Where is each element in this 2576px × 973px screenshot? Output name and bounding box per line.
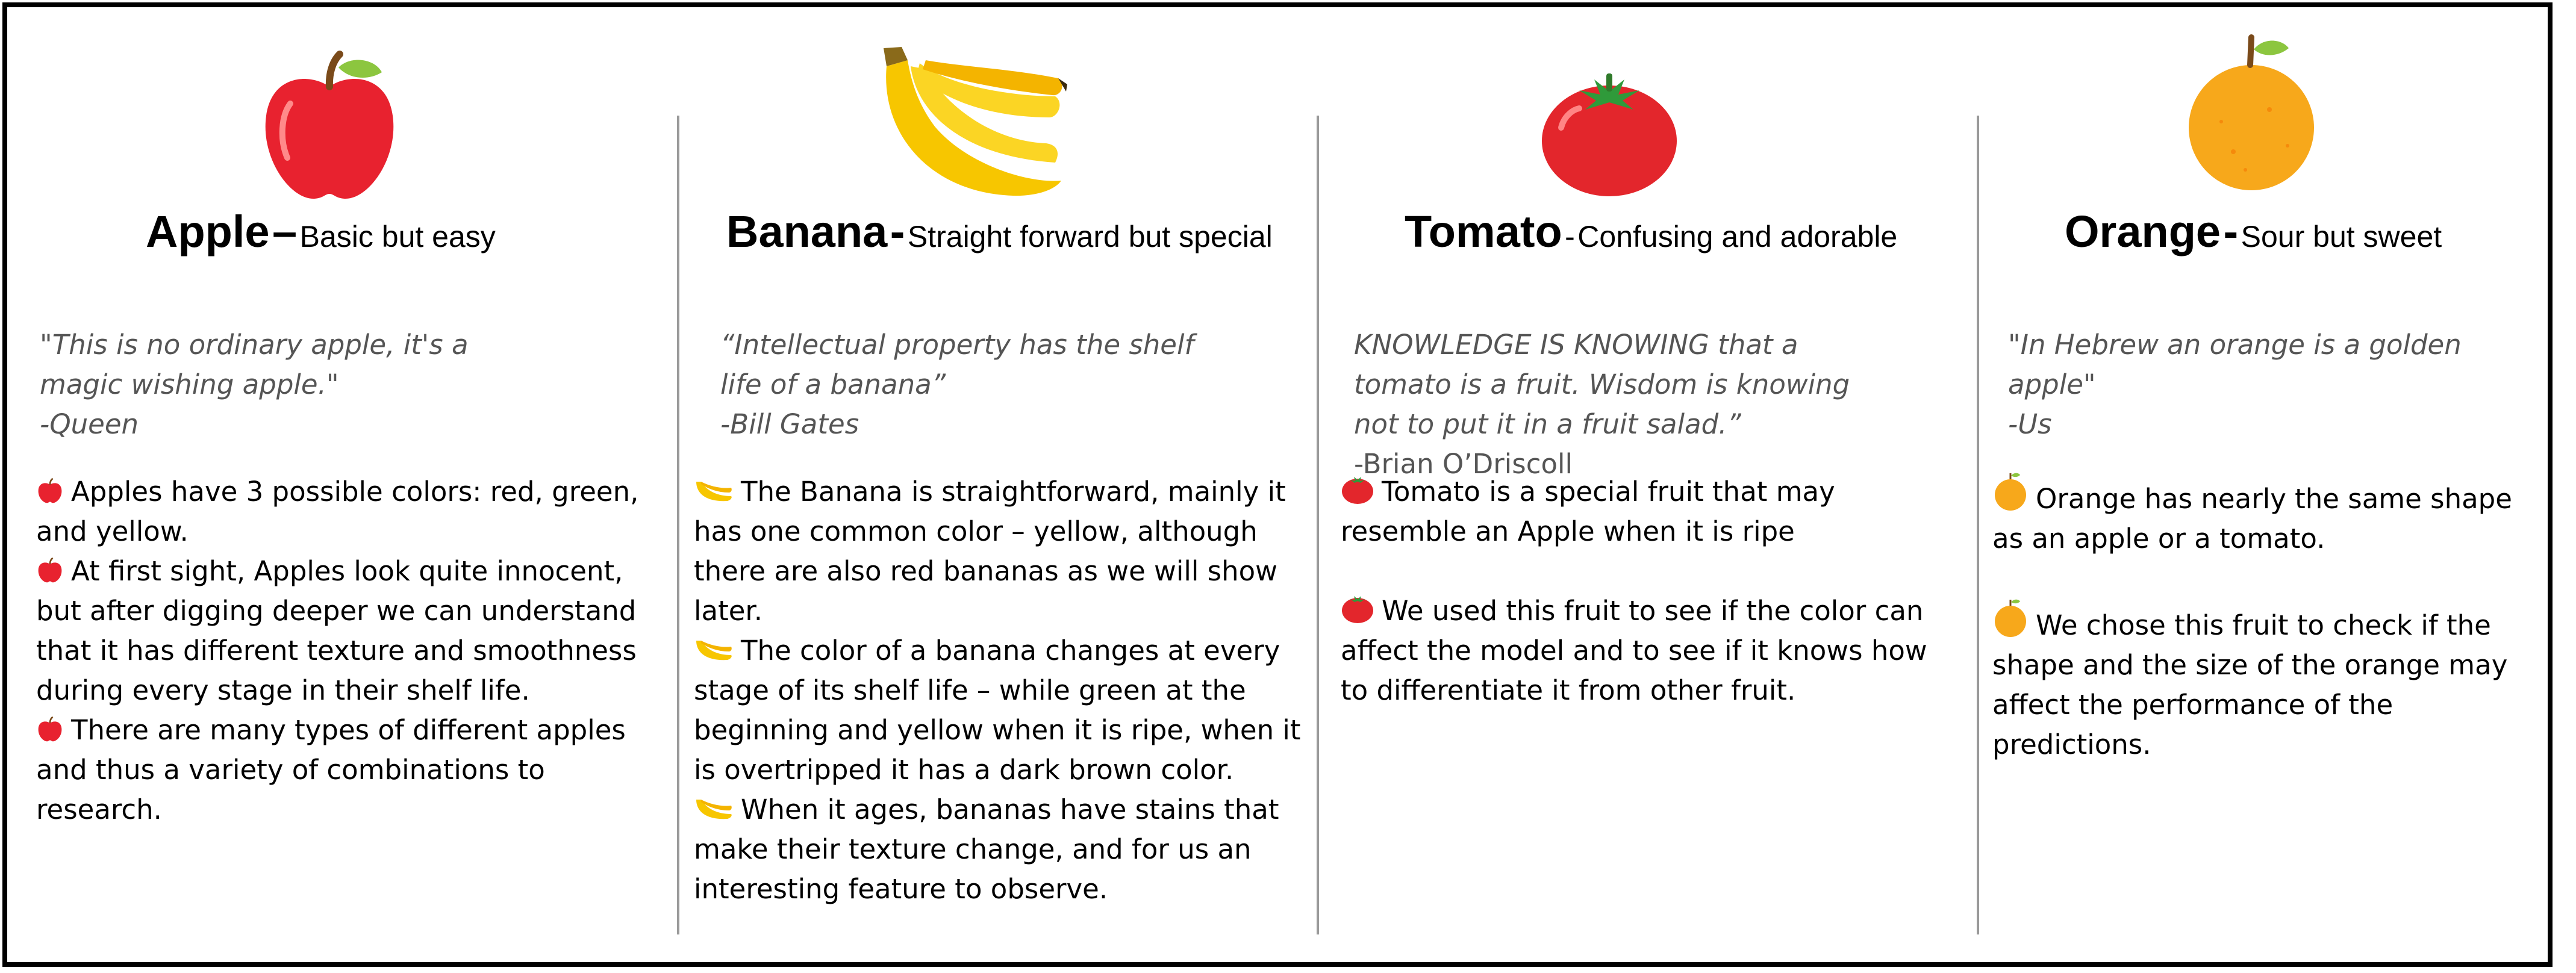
column-divider	[1977, 116, 1979, 934]
bullet-item: We chose this fruit to check if the shap…	[1992, 598, 2534, 765]
orange-bullets: Orange has nearly the same shape as an a…	[1992, 472, 2534, 765]
bullet-item: Apples have 3 possible colors: red, gree…	[36, 472, 663, 552]
fruit-tagline: Confusing and adorable	[1577, 220, 1898, 253]
quote-author: -Us	[2008, 408, 2052, 440]
bullet-text: When it ages, bananas have stains that m…	[694, 794, 1279, 905]
quote-text: "In Hebrew an orange is a golden apple"	[2008, 329, 2462, 400]
quote-text: KNOWLEDGE IS KNOWING that a tomato is a …	[1354, 329, 1850, 440]
apple-icon	[38, 716, 62, 742]
apple-icon	[38, 477, 62, 503]
bullet-text: Apples have 3 possible colors: red, gree…	[36, 476, 639, 547]
title-separator: -	[1565, 220, 1575, 253]
banana-quote: “Intellectual property has the shelf lif…	[720, 285, 1299, 484]
bullet-item: There are many types of different apples…	[36, 710, 663, 830]
column-divider	[677, 116, 679, 934]
bullet-text: We used this fruit to see if the color c…	[1341, 595, 1927, 706]
banana-icon	[696, 800, 732, 819]
banana-icon	[696, 641, 732, 661]
column-banana: Banana - Straight forward but special “I…	[694, 7, 1308, 965]
apple-title: Apple – Basic but easy	[146, 206, 496, 257]
apple-icon	[38, 557, 62, 583]
fruit-tagline: Sour but sweet	[2241, 220, 2442, 253]
column-divider	[1317, 116, 1319, 934]
banana-bullets: The Banana is straightforward, mainly it…	[694, 472, 1302, 909]
banana-title: Banana - Straight forward but special	[726, 206, 1273, 257]
bullet-item: We used this fruit to see if the color c…	[1341, 591, 1955, 710]
bullet-text: Orange has nearly the same shape as an a…	[1992, 483, 2512, 555]
bullet-text: The color of a banana changes at every s…	[694, 635, 1301, 786]
apple-bullets: Apples have 3 possible colors: red, gree…	[36, 472, 663, 830]
banana-icon	[884, 47, 1067, 196]
quote-author: -Brian O’Driscoll	[1354, 448, 1573, 480]
quote-author: -Queen	[40, 408, 139, 440]
bullet-item: Orange has nearly the same shape as an a…	[1992, 472, 2534, 559]
tomato-icon	[1342, 596, 1373, 623]
column-tomato: Tomato - Confusing and adorable KNOWLEDG…	[1332, 7, 1965, 965]
bullet-item: Tomato is a special fruit that may resem…	[1341, 472, 1955, 552]
quote-text: "This is no ordinary apple, it's a magic…	[40, 329, 469, 400]
bullet-item: The color of a banana changes at every s…	[694, 631, 1302, 790]
bullet-item: The Banana is straightforward, mainly it…	[694, 472, 1302, 631]
tomato-icon	[1342, 477, 1373, 504]
bullet-text: The Banana is straightforward, mainly it…	[694, 476, 1286, 627]
fruit-name: Apple	[146, 207, 270, 256]
title-separator: -	[2223, 207, 2239, 256]
tomato-bullets: Tomato is a special fruit that may resem…	[1341, 472, 1955, 710]
bullet-text: We chose this fruit to check if the shap…	[1992, 609, 2508, 760]
orange-quote: "In Hebrew an orange is a golden apple" …	[2008, 285, 2538, 484]
tomato-quote: KNOWLEDGE IS KNOWING that a tomato is a …	[1354, 285, 1956, 524]
title-separator: -	[890, 207, 905, 256]
fruit-tagline: Straight forward but special	[907, 220, 1273, 253]
bullet-text: There are many types of different apples…	[36, 714, 626, 825]
orange-title: Orange - Sour but sweet	[2065, 206, 2442, 257]
apple-icon	[265, 51, 394, 199]
bullet-text: Tomato is a special fruit that may resem…	[1341, 476, 1835, 547]
fruit-tagline: Basic but easy	[299, 220, 496, 253]
fruit-name: Orange	[2065, 207, 2221, 256]
bullet-item: When it ages, bananas have stains that m…	[694, 790, 1302, 909]
fruit-name: Tomato	[1405, 207, 1562, 256]
orange-icon	[1995, 599, 2026, 637]
quote-author: -Bill Gates	[720, 408, 859, 440]
tomato-title: Tomato - Confusing and adorable	[1405, 206, 1897, 257]
column-orange: Orange - Sour but sweet "In Hebrew an or…	[1992, 7, 2546, 965]
banana-icon	[696, 482, 732, 502]
orange-icon	[1995, 473, 2026, 511]
bullet-item: At first sight, Apples look quite innoce…	[36, 552, 663, 710]
fruit-name: Banana	[726, 207, 888, 256]
quote-text: “Intellectual property has the shelf lif…	[720, 329, 1194, 400]
column-apple: Apple – Basic but easy "This is no ordin…	[31, 7, 664, 965]
orange-icon	[2189, 34, 2314, 190]
apple-quote: "This is no ordinary apple, it's a magic…	[40, 285, 642, 484]
tomato-icon	[1542, 73, 1677, 196]
bullet-text: At first sight, Apples look quite innoce…	[36, 555, 637, 706]
title-separator: –	[272, 207, 298, 256]
